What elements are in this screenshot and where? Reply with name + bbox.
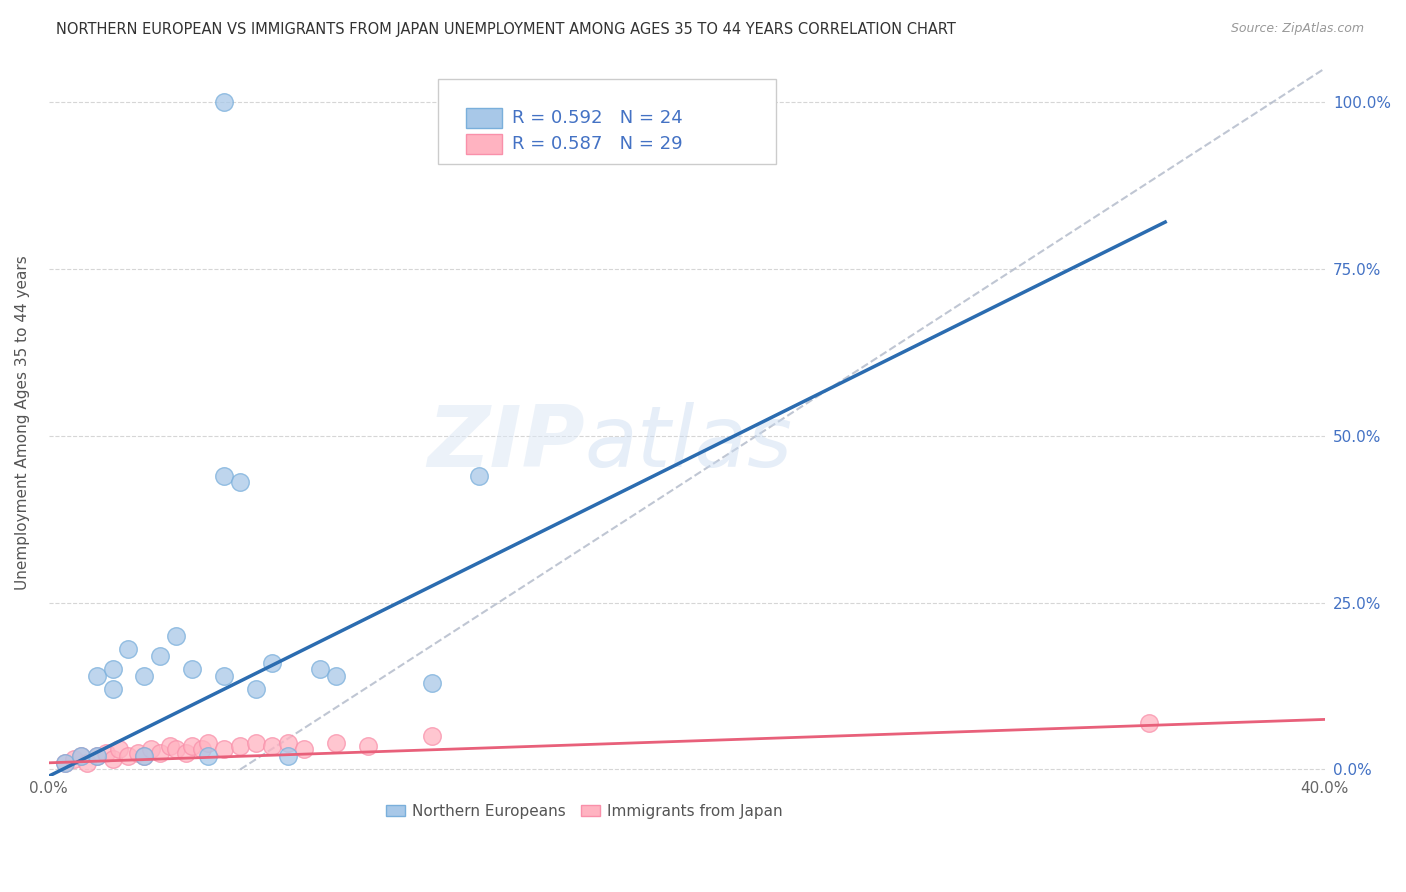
Point — [181, 739, 204, 753]
Point — [420, 729, 443, 743]
Point — [197, 736, 219, 750]
Point — [117, 642, 139, 657]
Point — [101, 662, 124, 676]
Point — [468, 468, 491, 483]
Point — [165, 629, 187, 643]
Point — [277, 749, 299, 764]
Point — [86, 749, 108, 764]
Point — [53, 756, 76, 770]
Point — [63, 752, 86, 766]
Point — [108, 742, 131, 756]
Point — [1137, 715, 1160, 730]
Text: atlas: atlas — [585, 402, 793, 485]
Point — [212, 95, 235, 109]
Point — [69, 749, 91, 764]
Text: Source: ZipAtlas.com: Source: ZipAtlas.com — [1230, 22, 1364, 36]
Point — [191, 742, 214, 756]
Point — [212, 742, 235, 756]
Point — [69, 749, 91, 764]
Text: NORTHERN EUROPEAN VS IMMIGRANTS FROM JAPAN UNEMPLOYMENT AMONG AGES 35 TO 44 YEAR: NORTHERN EUROPEAN VS IMMIGRANTS FROM JAP… — [56, 22, 956, 37]
Point — [260, 739, 283, 753]
Text: R = 0.592   N = 24: R = 0.592 N = 24 — [512, 109, 683, 127]
Point — [96, 746, 118, 760]
Point — [117, 749, 139, 764]
Y-axis label: Unemployment Among Ages 35 to 44 years: Unemployment Among Ages 35 to 44 years — [15, 255, 30, 590]
Point — [357, 739, 380, 753]
Point — [174, 746, 197, 760]
Point — [325, 736, 347, 750]
Point — [277, 736, 299, 750]
FancyBboxPatch shape — [437, 79, 776, 164]
Point — [86, 749, 108, 764]
Point — [181, 662, 204, 676]
Point — [420, 675, 443, 690]
Point — [149, 648, 172, 663]
Bar — [465, 108, 502, 128]
Point — [165, 742, 187, 756]
Point — [134, 669, 156, 683]
Point — [212, 669, 235, 683]
Point — [212, 468, 235, 483]
Point — [134, 749, 156, 764]
Point — [197, 749, 219, 764]
Point — [101, 752, 124, 766]
Point — [127, 746, 149, 760]
Point — [139, 742, 162, 756]
Point — [149, 746, 172, 760]
Point — [229, 739, 252, 753]
Point — [260, 656, 283, 670]
Point — [229, 475, 252, 490]
Legend: Northern Europeans, Immigrants from Japan: Northern Europeans, Immigrants from Japa… — [380, 798, 789, 825]
Bar — [465, 135, 502, 154]
Text: R = 0.587   N = 29: R = 0.587 N = 29 — [512, 136, 682, 153]
Point — [292, 742, 315, 756]
Point — [245, 736, 267, 750]
Point — [76, 756, 98, 770]
Point — [134, 749, 156, 764]
Point — [53, 756, 76, 770]
Point — [101, 682, 124, 697]
Point — [309, 662, 332, 676]
Point — [86, 669, 108, 683]
Point — [325, 669, 347, 683]
Point — [159, 739, 181, 753]
Text: ZIP: ZIP — [427, 402, 585, 485]
Point — [245, 682, 267, 697]
